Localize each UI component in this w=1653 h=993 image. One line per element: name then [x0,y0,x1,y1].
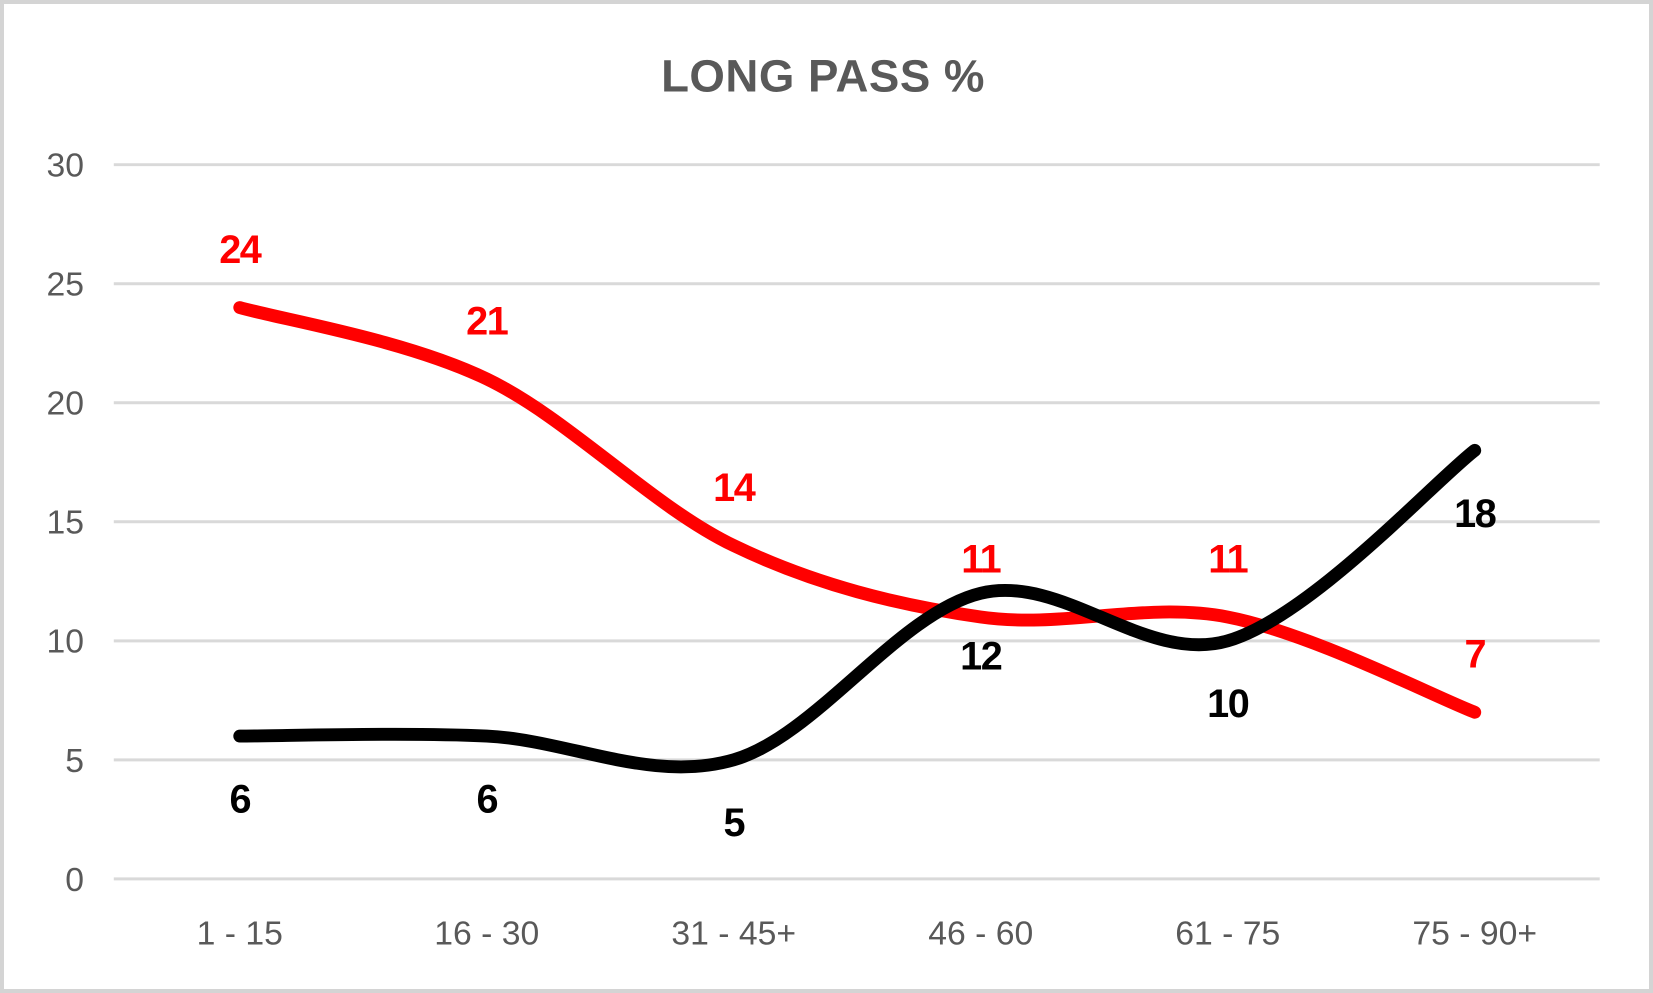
x-tick-label-0: 1 - 15 [197,914,283,952]
y-tick-label-5: 5 [65,742,84,780]
x-tick-label-2: 31 - 45+ [671,914,796,952]
black-line-label-1: 6 [476,777,497,821]
chart-title: LONG PASS % [661,50,985,101]
red-line-label-4: 11 [1208,537,1247,581]
series-lines [233,301,1482,774]
black-line-label-5: 18 [1454,492,1496,536]
y-tick-label-15: 15 [47,504,85,542]
black-line-label-2: 5 [723,801,744,845]
y-tick-label-10: 10 [47,623,85,661]
x-tick-label-5: 75 - 90+ [1412,914,1537,952]
black-line-label-0: 6 [229,777,250,821]
long-pass-chart: 0 5 10 15 20 25 30 1 - 15 16 - 30 31 - 45+ 46 - 6… [47,50,1600,952]
x-tick-label-3: 46 - 60 [928,914,1033,952]
red-line-label-0: 24 [219,228,262,272]
red-line-label-3: 11 [961,537,1000,581]
y-tick-label-30: 30 [47,147,85,185]
y-tick-label-20: 20 [47,385,85,423]
data-labels: 24 21 14 11 11 7 6 6 5 12 10 18 [219,228,1497,845]
x-tick-label-1: 16 - 30 [434,914,539,952]
y-tick-label-25: 25 [47,266,85,304]
y-tick-label-0: 0 [65,861,84,899]
black-line-label-3: 12 [960,635,1002,679]
red-line-label-2: 14 [713,466,756,510]
gridlines [113,163,1600,881]
red-line-label-5: 7 [1464,633,1485,677]
black-line [233,443,1482,774]
x-tick-label-4: 61 - 75 [1175,914,1280,952]
black-line-label-4: 10 [1207,682,1249,726]
red-line [233,301,1482,719]
y-axis-labels: 0 5 10 15 20 25 30 [47,147,85,899]
x-axis-labels: 1 - 15 16 - 30 31 - 45+ 46 - 60 61 - 75 75 - … [197,914,1537,952]
red-line-label-1: 21 [466,299,508,343]
